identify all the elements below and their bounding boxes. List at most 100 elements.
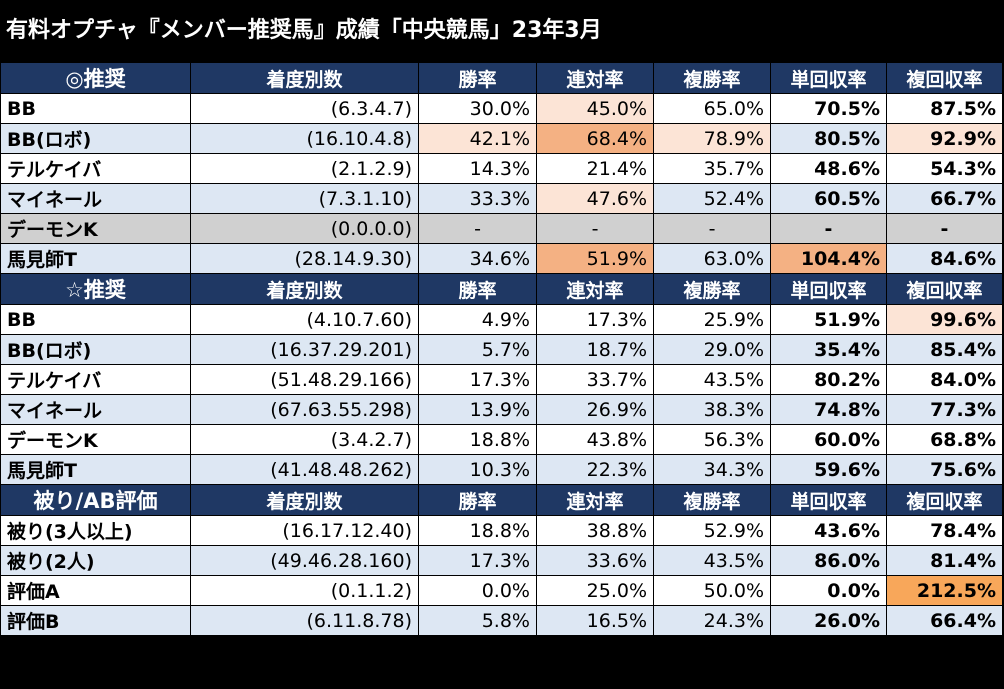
fuku-return-cell: 78.4% xyxy=(886,515,1003,546)
col-header-rentai-rate: 連対率 xyxy=(536,484,654,516)
fukusho-rate-cell: 43.5% xyxy=(653,364,771,395)
row-label: マイネール xyxy=(0,394,191,425)
win-rate-cell: - xyxy=(418,213,537,244)
rentai-rate-cell: 47.6% xyxy=(536,183,654,214)
win-rate-cell: 13.9% xyxy=(418,394,537,425)
fuku-return-cell: 66.7% xyxy=(886,183,1003,214)
tan-return-cell: 43.6% xyxy=(770,515,887,546)
rentai-rate-cell: 45.0% xyxy=(536,93,654,124)
tan-return-cell: 60.5% xyxy=(770,183,887,214)
tan-return-cell: 35.4% xyxy=(770,334,887,365)
tan-return-cell: 70.5% xyxy=(770,93,887,124)
fuku-return-cell: 99.6% xyxy=(886,304,1003,335)
counts-cell: (51.48.29.166) xyxy=(190,364,419,395)
rentai-rate-cell: 33.6% xyxy=(536,545,654,576)
col-header-counts: 着度別数 xyxy=(190,62,419,94)
rentai-rate-cell: 43.8% xyxy=(536,424,654,455)
counts-cell: (2.1.2.9) xyxy=(190,153,419,184)
counts-cell: (16.37.29.201) xyxy=(190,334,419,365)
table-row: マイネール (67.63.55.298) 13.9% 26.9% 38.3% 7… xyxy=(0,394,1003,425)
counts-cell: (16.10.4.8) xyxy=(190,123,419,154)
tan-return-cell: 26.0% xyxy=(770,605,887,636)
counts-cell: (4.10.7.60) xyxy=(190,304,419,335)
row-label: 馬見師T xyxy=(0,454,191,485)
results-table: ◎推奨 着度別数 勝率 連対率 複勝率 単回収率 複回収率 BB (6.3.4.… xyxy=(0,62,1003,636)
col-header-rentai-rate: 連対率 xyxy=(536,62,654,94)
col-header-tan-return: 単回収率 xyxy=(770,484,887,516)
counts-cell: (0.1.1.2) xyxy=(190,575,419,606)
rentai-rate-cell: 25.0% xyxy=(536,575,654,606)
tan-return-cell: 51.9% xyxy=(770,304,887,335)
fuku-return-cell: 84.0% xyxy=(886,364,1003,395)
section-header: ◎推奨 着度別数 勝率 連対率 複勝率 単回収率 複回収率 xyxy=(0,62,1003,94)
col-header-win-rate: 勝率 xyxy=(418,62,537,94)
win-rate-cell: 17.3% xyxy=(418,364,537,395)
col-header-win-rate: 勝率 xyxy=(418,273,537,305)
rentai-rate-cell: 26.9% xyxy=(536,394,654,425)
fukusho-rate-cell: 63.0% xyxy=(653,243,771,274)
table-row: 評価A (0.1.1.2) 0.0% 25.0% 50.0% 0.0% 212.… xyxy=(0,575,1003,606)
fuku-return-cell: 66.4% xyxy=(886,605,1003,636)
tan-return-cell: - xyxy=(770,213,887,244)
counts-cell: (49.46.28.160) xyxy=(190,545,419,576)
fuku-return-cell: 87.5% xyxy=(886,93,1003,124)
win-rate-cell: 10.3% xyxy=(418,454,537,485)
win-rate-cell: 34.6% xyxy=(418,243,537,274)
fukusho-rate-cell: 38.3% xyxy=(653,394,771,425)
row-label: BB xyxy=(0,304,191,335)
rentai-rate-cell: 33.7% xyxy=(536,364,654,395)
section-title: 被り/AB評価 xyxy=(0,484,191,516)
col-header-fukusho-rate: 複勝率 xyxy=(653,273,771,305)
counts-cell: (6.3.4.7) xyxy=(190,93,419,124)
col-header-fukusho-rate: 複勝率 xyxy=(653,484,771,516)
section-header: ☆推奨 着度別数 勝率 連対率 複勝率 単回収率 複回収率 xyxy=(0,273,1003,305)
rentai-rate-cell: 21.4% xyxy=(536,153,654,184)
win-rate-cell: 18.8% xyxy=(418,424,537,455)
win-rate-cell: 0.0% xyxy=(418,575,537,606)
fukusho-rate-cell: 50.0% xyxy=(653,575,771,606)
tan-return-cell: 0.0% xyxy=(770,575,887,606)
rentai-rate-cell: - xyxy=(536,213,654,244)
tan-return-cell: 60.0% xyxy=(770,424,887,455)
fuku-return-cell: 68.8% xyxy=(886,424,1003,455)
counts-cell: (6.11.8.78) xyxy=(190,605,419,636)
counts-cell: (0.0.0.0) xyxy=(190,213,419,244)
row-label: BB(ロボ) xyxy=(0,334,191,365)
fuku-return-cell: 77.3% xyxy=(886,394,1003,425)
fukusho-rate-cell: 56.3% xyxy=(653,424,771,455)
win-rate-cell: 5.7% xyxy=(418,334,537,365)
table-row: テルケイバ (2.1.2.9) 14.3% 21.4% 35.7% 48.6% … xyxy=(0,153,1003,184)
win-rate-cell: 33.3% xyxy=(418,183,537,214)
row-label: BB(ロボ) xyxy=(0,123,191,154)
col-header-tan-return: 単回収率 xyxy=(770,62,887,94)
fukusho-rate-cell: 35.7% xyxy=(653,153,771,184)
row-label: テルケイバ xyxy=(0,364,191,395)
fukusho-rate-cell: 52.9% xyxy=(653,515,771,546)
table-row: BB (6.3.4.7) 30.0% 45.0% 65.0% 70.5% 87.… xyxy=(0,93,1003,124)
row-label: 被り(3人以上) xyxy=(0,515,191,546)
rentai-rate-cell: 68.4% xyxy=(536,123,654,154)
rentai-rate-cell: 17.3% xyxy=(536,304,654,335)
table-row: BB(ロボ) (16.37.29.201) 5.7% 18.7% 29.0% 3… xyxy=(0,334,1003,365)
fuku-return-cell: 84.6% xyxy=(886,243,1003,274)
win-rate-cell: 5.8% xyxy=(418,605,537,636)
rentai-rate-cell: 51.9% xyxy=(536,243,654,274)
counts-cell: (67.63.55.298) xyxy=(190,394,419,425)
counts-cell: (28.14.9.30) xyxy=(190,243,419,274)
section-header: 被り/AB評価 着度別数 勝率 連対率 複勝率 単回収率 複回収率 xyxy=(0,484,1003,516)
fuku-return-cell: 212.5% xyxy=(886,575,1003,606)
counts-cell: (41.48.48.262) xyxy=(190,454,419,485)
page-title: 有料オプチャ『メンバー推奨馬』成績「中央競馬」23年3月 xyxy=(6,18,602,43)
table-row: 馬見師T (28.14.9.30) 34.6% 51.9% 63.0% 104.… xyxy=(0,243,1003,274)
fukusho-rate-cell: 65.0% xyxy=(653,93,771,124)
win-rate-cell: 4.9% xyxy=(418,304,537,335)
fukusho-rate-cell: 43.5% xyxy=(653,545,771,576)
rentai-rate-cell: 38.8% xyxy=(536,515,654,546)
counts-cell: (7.3.1.10) xyxy=(190,183,419,214)
row-label: 被り(2人) xyxy=(0,545,191,576)
section-title: ◎推奨 xyxy=(0,62,191,94)
win-rate-cell: 18.8% xyxy=(418,515,537,546)
tan-return-cell: 80.2% xyxy=(770,364,887,395)
table-row: BB (4.10.7.60) 4.9% 17.3% 25.9% 51.9% 99… xyxy=(0,304,1003,335)
